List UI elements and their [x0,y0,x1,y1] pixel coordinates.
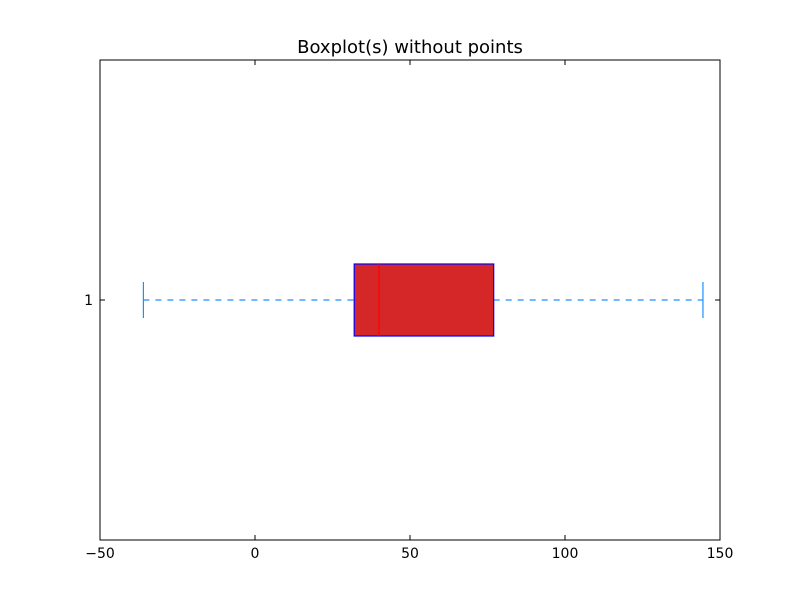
x-tick-label: 0 [251,546,260,562]
x-tick-label: −50 [85,546,115,562]
x-tick-label: 150 [707,546,734,562]
box-iqr [353,263,495,337]
chart-title: Boxplot(s) without points [297,37,523,58]
x-tick-label: 50 [401,546,419,562]
axes: 1 −50 0 50 100 150 [84,60,733,562]
x-tick-label: 100 [552,546,579,562]
y-tick-label: 1 [84,293,93,309]
plot-area [142,263,704,337]
